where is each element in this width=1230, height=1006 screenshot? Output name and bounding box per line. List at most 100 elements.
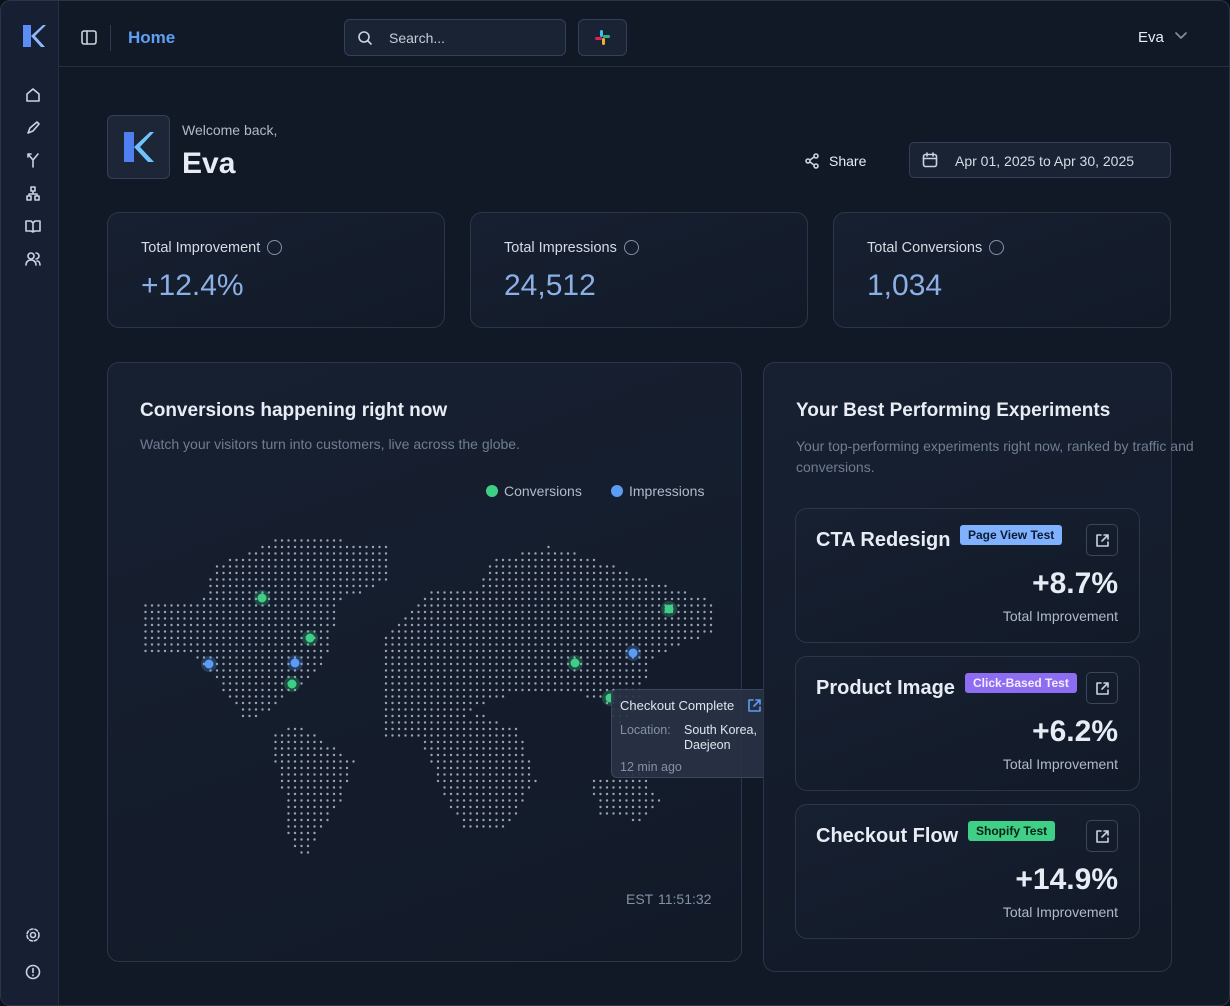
map-dot — [241, 656, 245, 659]
map-dot — [508, 792, 511, 796]
map-dot — [235, 630, 238, 633]
open-experiment[interactable] — [1086, 820, 1118, 852]
experiment-tag: Page View Test — [960, 525, 1063, 545]
map-dot — [306, 604, 310, 607]
map-dot — [423, 597, 427, 601]
nav-experiments[interactable] — [25, 152, 41, 168]
map-dot — [352, 565, 355, 568]
map-dot — [430, 630, 433, 633]
map-dot — [475, 649, 479, 653]
map-dot — [475, 766, 479, 770]
map-dot — [306, 571, 310, 575]
map-dot — [436, 643, 440, 646]
map-dot — [456, 760, 459, 763]
date-picker[interactable]: Apr 01, 2025 to Apr 30, 2025 — [909, 142, 1171, 178]
map-dot — [495, 695, 498, 698]
map-dot — [287, 578, 290, 581]
map-dot — [573, 649, 576, 653]
map-dot — [540, 591, 544, 594]
map-dot — [150, 610, 154, 614]
nav-docs[interactable] — [25, 218, 41, 234]
map-dot — [612, 675, 615, 679]
map-dot — [417, 610, 420, 614]
map-dot — [215, 656, 219, 659]
nav-edit[interactable] — [25, 120, 41, 136]
user-chevron[interactable] — [1174, 31, 1188, 41]
map-dot — [280, 695, 284, 698]
map-dot — [605, 786, 609, 789]
map-dot — [475, 786, 479, 789]
map-dot — [586, 675, 589, 679]
map-dot — [274, 688, 277, 692]
map-dot — [417, 695, 420, 698]
map-dot — [287, 656, 290, 659]
map-dot — [436, 701, 440, 705]
search-box[interactable]: Search... — [344, 19, 566, 56]
map-dot — [592, 571, 596, 575]
open-experiment[interactable] — [1086, 524, 1118, 556]
map-dot — [300, 740, 303, 744]
map-dot — [612, 578, 615, 581]
slack-button[interactable] — [578, 19, 627, 56]
map-dot — [287, 805, 290, 809]
map-dot — [553, 617, 557, 620]
map-dot — [683, 617, 687, 620]
map-dot — [436, 636, 440, 640]
sidebar-toggle[interactable] — [81, 30, 97, 46]
map-dot — [404, 721, 407, 724]
map-dot — [605, 623, 609, 627]
map-dot — [235, 649, 238, 653]
stat-value: 24,512 — [504, 269, 596, 302]
map-dot — [456, 747, 459, 750]
map-dot — [690, 623, 693, 627]
share-button[interactable]: Share — [829, 153, 867, 169]
map-dot — [332, 623, 336, 627]
map-dot — [358, 545, 362, 549]
map-dot — [612, 662, 615, 666]
nav-sitemap[interactable] — [25, 185, 41, 201]
map-dot — [677, 610, 680, 614]
map-dot — [514, 584, 518, 588]
nav-help[interactable] — [25, 964, 41, 980]
map-dot — [449, 779, 453, 783]
map-dot — [482, 747, 485, 750]
tooltip-link[interactable] — [747, 698, 762, 713]
user-name[interactable]: Eva — [1138, 29, 1164, 46]
map-dot — [267, 643, 271, 646]
stat-label: Total Improvement — [141, 240, 261, 256]
share-icon[interactable] — [804, 153, 820, 169]
map-dot — [501, 695, 505, 698]
nav-home[interactable] — [25, 87, 41, 103]
map-dot — [566, 636, 570, 640]
map-dot — [287, 662, 290, 666]
map-dot — [436, 734, 440, 737]
map-dot — [482, 623, 485, 627]
map-dot — [638, 643, 641, 646]
nav-settings[interactable] — [25, 927, 41, 943]
map-dot — [384, 643, 388, 646]
open-experiment[interactable] — [1086, 672, 1118, 704]
map-dot — [469, 805, 472, 809]
map-dot — [527, 682, 531, 685]
map-dot — [209, 597, 212, 601]
map-dot — [267, 610, 271, 614]
map-dot — [248, 656, 251, 659]
map-dot — [339, 591, 342, 594]
map-dot — [241, 584, 245, 588]
map-dot — [293, 656, 297, 659]
map-dot — [261, 695, 264, 698]
map-dot — [267, 552, 271, 555]
map-dot — [488, 649, 492, 653]
map-dot — [501, 818, 505, 822]
map-dot — [150, 649, 154, 653]
map-dot — [501, 604, 505, 607]
map-dot — [475, 701, 479, 705]
map-dot — [482, 714, 485, 718]
map-dot — [443, 643, 446, 646]
map-dot — [209, 610, 212, 614]
map-dot — [345, 760, 349, 763]
map-dot — [495, 610, 498, 614]
map-dot — [196, 610, 199, 614]
nav-users[interactable] — [25, 251, 41, 267]
map-dot — [248, 675, 251, 679]
